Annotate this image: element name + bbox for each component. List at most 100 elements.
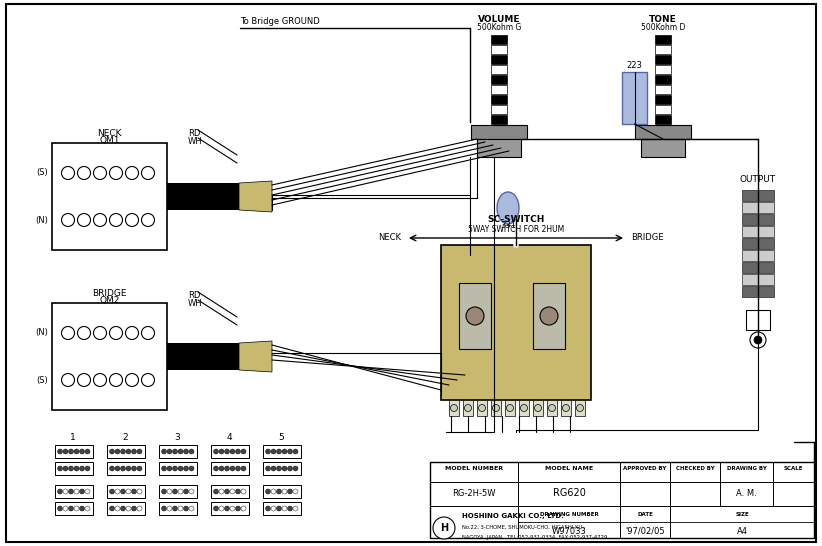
Circle shape <box>109 466 114 471</box>
Bar <box>477 400 487 416</box>
Circle shape <box>85 449 90 454</box>
Circle shape <box>161 466 167 471</box>
Circle shape <box>77 373 90 387</box>
Text: 4: 4 <box>226 432 232 442</box>
Circle shape <box>80 489 85 494</box>
Circle shape <box>167 466 172 471</box>
Circle shape <box>230 489 235 494</box>
Circle shape <box>63 489 68 494</box>
Circle shape <box>132 506 136 511</box>
Circle shape <box>271 506 276 511</box>
Circle shape <box>126 327 138 340</box>
Bar <box>211 445 249 458</box>
Circle shape <box>271 449 276 454</box>
Bar <box>55 462 93 475</box>
Bar <box>263 462 301 475</box>
Circle shape <box>189 506 194 511</box>
Circle shape <box>161 489 167 494</box>
Circle shape <box>58 489 62 494</box>
Circle shape <box>183 506 188 511</box>
Bar <box>561 400 571 416</box>
Bar <box>430 462 814 538</box>
Circle shape <box>62 373 75 387</box>
Circle shape <box>62 167 75 180</box>
Text: SC-SWITCH: SC-SWITCH <box>487 215 545 223</box>
Circle shape <box>173 466 178 471</box>
Circle shape <box>74 489 79 494</box>
Circle shape <box>271 489 276 494</box>
Bar <box>107 462 145 475</box>
Bar <box>491 55 507 64</box>
Circle shape <box>288 506 293 511</box>
Circle shape <box>126 449 131 454</box>
Circle shape <box>576 405 584 412</box>
Circle shape <box>161 506 167 511</box>
Text: RD: RD <box>188 290 201 300</box>
Bar <box>655 75 671 84</box>
Circle shape <box>94 373 107 387</box>
Text: 500Kohm D: 500Kohm D <box>641 23 686 33</box>
Circle shape <box>293 466 298 471</box>
Circle shape <box>219 449 224 454</box>
Bar <box>491 105 507 114</box>
Text: A. M.: A. M. <box>737 489 757 497</box>
Bar <box>167 183 239 210</box>
Bar <box>547 400 557 416</box>
Text: (N): (N) <box>35 329 48 337</box>
Text: SCALE: SCALE <box>783 466 803 471</box>
Bar <box>533 400 543 416</box>
Bar <box>159 445 197 458</box>
Circle shape <box>464 405 472 412</box>
Bar <box>211 485 249 498</box>
Text: 1: 1 <box>70 432 76 442</box>
Circle shape <box>241 466 246 471</box>
Circle shape <box>115 506 120 511</box>
Text: TONE: TONE <box>649 15 677 23</box>
Circle shape <box>137 449 142 454</box>
Circle shape <box>63 466 68 471</box>
Circle shape <box>126 373 138 387</box>
Circle shape <box>288 449 293 454</box>
Circle shape <box>230 449 235 454</box>
Bar <box>491 85 507 94</box>
Circle shape <box>235 466 241 471</box>
Circle shape <box>433 517 455 539</box>
Text: RG-2H-5W: RG-2H-5W <box>452 489 496 497</box>
Circle shape <box>167 506 172 511</box>
Circle shape <box>141 327 155 340</box>
Circle shape <box>548 405 556 412</box>
Text: SIZE: SIZE <box>735 512 749 517</box>
Circle shape <box>189 489 194 494</box>
Circle shape <box>80 449 85 454</box>
Circle shape <box>58 506 62 511</box>
Circle shape <box>276 506 281 511</box>
Text: DRAWING NUMBER: DRAWING NUMBER <box>539 512 598 517</box>
Circle shape <box>276 449 281 454</box>
Text: RG620: RG620 <box>552 488 585 498</box>
Bar <box>655 95 671 104</box>
Bar <box>622 72 647 124</box>
Bar <box>533 283 565 349</box>
Bar <box>742 238 774 249</box>
Bar <box>742 250 774 261</box>
Circle shape <box>276 466 281 471</box>
Circle shape <box>224 489 229 494</box>
Bar <box>635 125 691 139</box>
Text: W97033: W97033 <box>552 526 586 536</box>
Bar <box>441 245 591 400</box>
Circle shape <box>74 506 79 511</box>
Circle shape <box>137 489 142 494</box>
Text: HOSHINO GAKKI CO., LTD.: HOSHINO GAKKI CO., LTD. <box>462 513 564 519</box>
Circle shape <box>132 489 136 494</box>
Bar <box>211 502 249 515</box>
Text: APPROVED BY: APPROVED BY <box>623 466 667 471</box>
Text: A4: A4 <box>737 526 747 536</box>
Bar <box>742 190 774 201</box>
Circle shape <box>115 489 120 494</box>
Circle shape <box>235 449 241 454</box>
Circle shape <box>288 489 293 494</box>
Circle shape <box>271 466 276 471</box>
Bar <box>107 485 145 498</box>
Bar <box>742 202 774 213</box>
Circle shape <box>450 405 458 412</box>
